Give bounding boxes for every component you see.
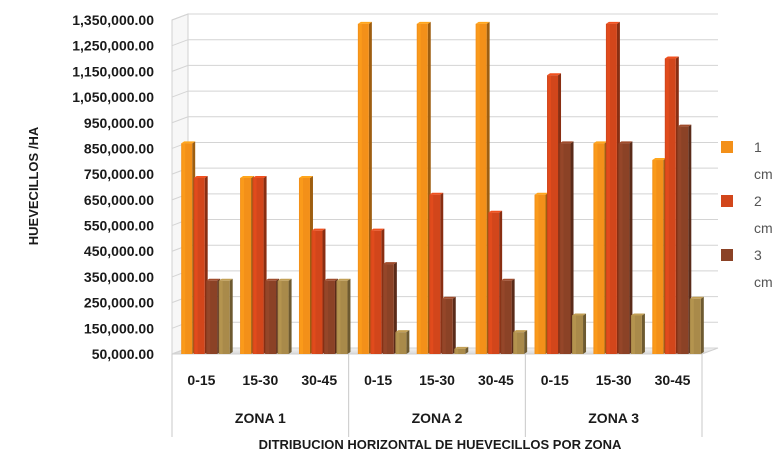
bar: [630, 313, 645, 354]
legend-label: 2 cm: [754, 193, 773, 236]
gridline: [171, 13, 718, 21]
bar: [370, 228, 385, 354]
y-tick-label: 150,000.00: [84, 320, 154, 336]
y-tick-label: 250,000.00: [84, 295, 154, 311]
x-category-label: 15-30: [419, 372, 455, 388]
y-tick-label: 850,000.00: [84, 140, 154, 156]
bar: [500, 278, 515, 354]
x-category-label: 30-45: [301, 372, 337, 388]
bar: [311, 228, 326, 354]
y-tick-label: 1,250,000.00: [72, 38, 154, 54]
bar: [252, 176, 267, 354]
legend-label: 1 cm: [754, 139, 773, 182]
gridline: [171, 141, 718, 149]
y-tick-label: 650,000.00: [84, 192, 154, 208]
bar: [689, 296, 704, 354]
x-category-label: 0-15: [187, 372, 215, 388]
x-category-label: 30-45: [478, 372, 514, 388]
x-category-label: 0-15: [541, 372, 569, 388]
bar: [323, 278, 338, 354]
legend-swatch: [721, 195, 733, 207]
bar: [618, 141, 633, 354]
bar: [336, 278, 351, 354]
y-tick-label: 1,050,000.00: [72, 89, 154, 105]
gridline: [171, 116, 718, 124]
y-tick-label: 350,000.00: [84, 269, 154, 285]
gridline: [171, 39, 718, 47]
bar: [605, 21, 620, 354]
x-category-label: 15-30: [242, 372, 278, 388]
gridline: [171, 167, 718, 175]
bar: [593, 141, 608, 354]
bar: [206, 278, 221, 354]
bar: [559, 141, 574, 354]
bar: [547, 73, 562, 354]
bar: [416, 21, 431, 354]
y-tick-label: 950,000.00: [84, 115, 154, 131]
bar: [265, 278, 280, 354]
bar: [429, 192, 444, 354]
bar: [298, 176, 313, 354]
bar: [488, 210, 503, 354]
bar: [240, 176, 255, 354]
x-group-label: ZONA 3: [588, 410, 639, 426]
bar: [534, 192, 549, 354]
gridline: [171, 64, 718, 72]
x-category-label: 15-30: [596, 372, 632, 388]
y-tick-label: 750,000.00: [84, 166, 154, 182]
legend-swatch: [721, 249, 733, 261]
x-axis-title: DITRIBUCION HORIZONTAL DE HUEVECILLOS PO…: [259, 437, 622, 451]
y-tick-label: 1,150,000.00: [72, 63, 154, 79]
bar: [395, 330, 410, 354]
bar: [475, 21, 490, 354]
bar: [193, 176, 208, 354]
x-group-label: ZONA 1: [235, 410, 286, 426]
bar: [677, 124, 692, 354]
bar: [218, 278, 233, 354]
legend-label: 3 cm: [754, 247, 773, 290]
legend-item: 1 cm: [721, 139, 773, 182]
legend-item: 2 cm: [721, 193, 773, 236]
bar: [454, 346, 469, 354]
bar: [664, 56, 679, 355]
y-tick-label: 450,000.00: [84, 243, 154, 259]
bar: [277, 278, 292, 354]
gridline: [171, 90, 718, 98]
bar: [572, 313, 587, 354]
bar: [181, 141, 196, 354]
bar: [382, 262, 397, 354]
bar: [652, 158, 667, 354]
bar: [513, 330, 528, 354]
legend-item: 3 cm: [721, 247, 773, 290]
bar: [357, 21, 372, 354]
x-category-label: 0-15: [364, 372, 392, 388]
x-category-label: 30-45: [655, 372, 691, 388]
x-group-label: ZONA 2: [412, 410, 463, 426]
y-axis-title: HUEVECILLOS /HA: [26, 126, 41, 245]
bar: [441, 296, 456, 354]
legend-swatch: [721, 141, 733, 153]
y-tick-label: 1,350,000.00: [72, 12, 154, 28]
y-tick-label: 50,000.00: [92, 346, 154, 362]
y-tick-label: 550,000.00: [84, 218, 154, 234]
